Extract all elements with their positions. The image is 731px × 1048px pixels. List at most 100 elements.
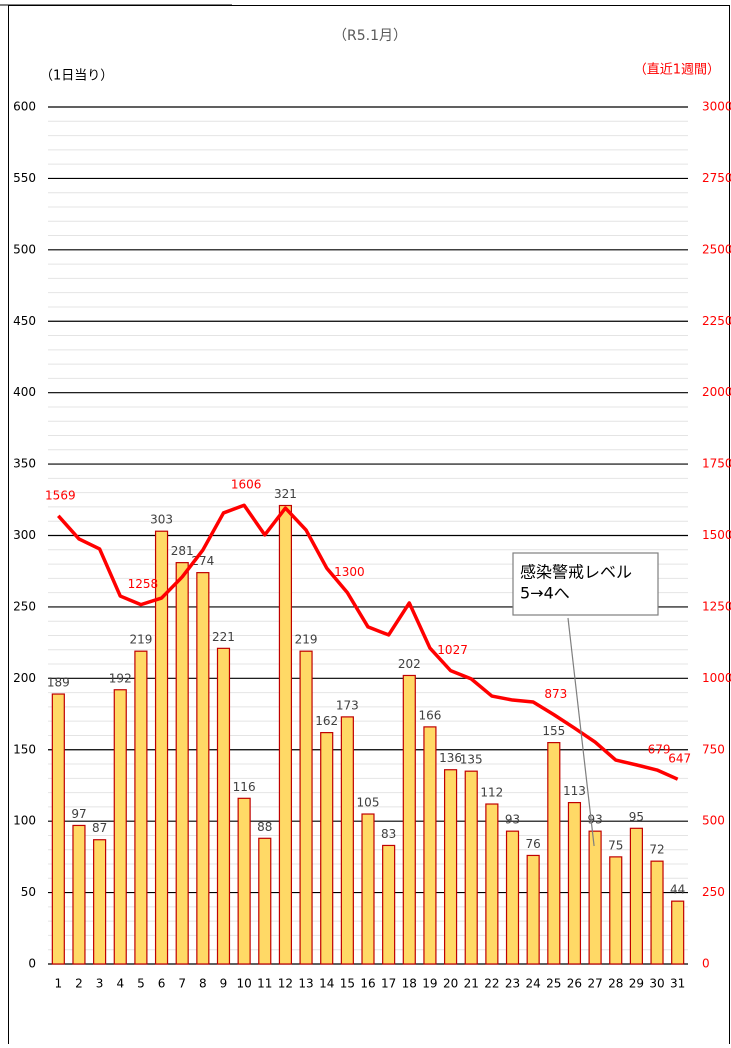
x-tick-label: 25: [546, 977, 561, 991]
bar: [299, 650, 313, 965]
bar: [609, 856, 623, 965]
bar-value-label: 112: [480, 786, 503, 800]
y2-tick-label: 1250: [702, 599, 731, 613]
bar: [423, 726, 437, 965]
bar-value-label: 44: [670, 883, 685, 897]
y-tick-label: 400: [13, 385, 36, 399]
line-value-label: 1606: [231, 478, 262, 492]
bar: [51, 693, 65, 965]
line-value-label: 873: [544, 687, 567, 701]
bar: [93, 839, 107, 965]
x-tick-label: 9: [220, 977, 228, 991]
bar: [154, 530, 169, 965]
x-tick-label: 20: [443, 977, 458, 991]
chart-title: （R5.1月）: [333, 28, 407, 44]
bar-value-label: 219: [295, 633, 318, 647]
bar-value-label: 281: [171, 544, 194, 558]
line-value-label: 679: [648, 743, 671, 757]
y2-tick-label: 1000: [702, 671, 731, 685]
bar: [196, 572, 210, 965]
bar: [650, 860, 664, 965]
y2-tick-label: 2500: [702, 242, 731, 256]
bar-value-label: 88: [257, 820, 272, 834]
annotation-text: 感染警戒レベル: [520, 563, 632, 582]
bar: [464, 770, 478, 965]
bar: [485, 803, 499, 965]
bar: [113, 689, 127, 965]
bar-value-label: 173: [336, 698, 359, 712]
bar: [278, 504, 293, 965]
annotation-box: [512, 552, 659, 616]
y-tick-label: 550: [13, 171, 36, 185]
bar: [526, 854, 540, 965]
bar: [134, 650, 148, 965]
y2-tick-label: 750: [702, 742, 725, 756]
bar: [258, 837, 272, 965]
y2-tick-label: 2750: [702, 171, 731, 185]
x-tick-label: 22: [484, 977, 499, 991]
y-tick-label: 100: [13, 814, 36, 828]
bar-value-label: 83: [381, 827, 396, 841]
y-tick-label: 300: [13, 528, 36, 542]
bar-value-label: 321: [274, 487, 297, 501]
x-tick-label: 7: [178, 977, 186, 991]
line-value-label: 1027: [437, 643, 468, 657]
bar-value-label: 76: [526, 837, 541, 851]
line-value-label: 1258: [128, 577, 159, 591]
y2-tick-label: 250: [702, 885, 725, 899]
x-tick-label: 31: [670, 977, 685, 991]
frame: [8, 5, 730, 1048]
bar-value-label: 135: [460, 753, 483, 767]
x-tick-label: 29: [629, 977, 644, 991]
bar-value-label: 189: [47, 676, 70, 690]
bar: [382, 844, 396, 965]
x-tick-label: 19: [422, 977, 437, 991]
bar: [567, 801, 582, 965]
line-value-label: 1569: [45, 488, 76, 502]
bar: [671, 900, 685, 965]
x-tick-label: 13: [298, 977, 313, 991]
annotation-text: 5→4へ: [520, 584, 570, 603]
y2-tick-label: 2000: [702, 385, 731, 399]
x-tick-label: 4: [116, 977, 124, 991]
bar-value-label: 162: [315, 714, 338, 728]
y-tick-label: 150: [13, 742, 36, 756]
line-value-label: 647: [668, 752, 691, 766]
x-tick-label: 24: [526, 977, 541, 991]
x-tick-label: 14: [319, 977, 334, 991]
bar-value-label: 219: [129, 633, 152, 647]
x-tick-label: 27: [587, 977, 602, 991]
x-tick-label: 23: [505, 977, 520, 991]
bar-value-label: 136: [439, 751, 462, 765]
bar-value-label: 202: [398, 657, 421, 671]
annotation-arrow: [567, 617, 595, 847]
line: [57, 503, 679, 781]
bar-value-label: 75: [608, 838, 623, 852]
y2-tick-label: 0: [702, 957, 710, 971]
y-tick-label: 250: [13, 599, 36, 613]
x-tick-label: 5: [137, 977, 145, 991]
x-tick-label: 8: [199, 977, 207, 991]
x-tick-label: 12: [278, 977, 293, 991]
y2-tick-label: 2250: [702, 314, 731, 328]
bar: [505, 830, 520, 965]
bar: [629, 827, 643, 965]
bar-value-label: 93: [505, 813, 520, 827]
y2-tick-label: 500: [702, 814, 725, 828]
y-tick-label: 600: [13, 100, 36, 114]
x-tick-label: 11: [257, 977, 272, 991]
x-tick-label: 18: [402, 977, 417, 991]
bar-value-label: 87: [92, 821, 107, 835]
bar: [175, 562, 189, 965]
bar-value-label: 72: [649, 843, 664, 857]
y-tick-label: 450: [13, 314, 36, 328]
x-tick-label: 16: [360, 977, 375, 991]
bar: [361, 813, 375, 965]
line-value-label: 1300: [334, 565, 365, 579]
bar: [320, 732, 334, 965]
bar-value-label: 93: [587, 813, 602, 827]
x-tick-label: 17: [381, 977, 396, 991]
bar: [237, 797, 251, 965]
bar-value-label: 113: [563, 784, 586, 798]
